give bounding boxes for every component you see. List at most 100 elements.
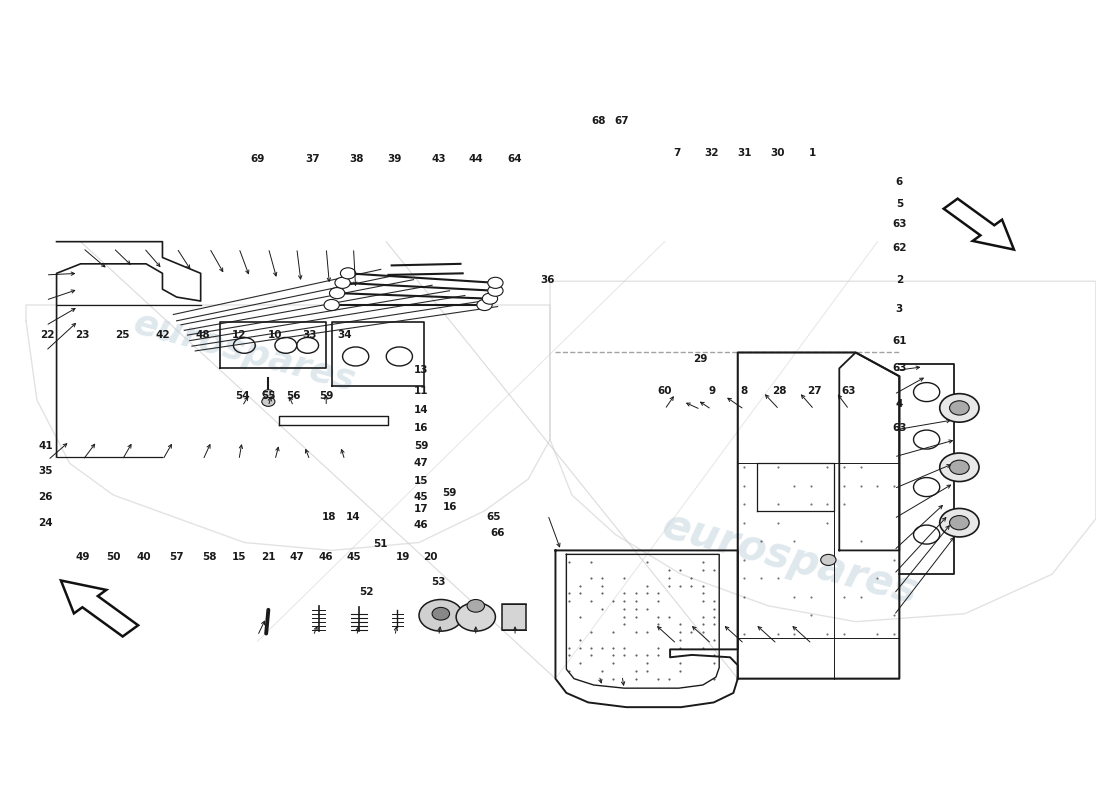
Text: 16: 16 xyxy=(414,422,428,433)
Circle shape xyxy=(263,390,274,398)
Circle shape xyxy=(340,268,355,279)
Text: 50: 50 xyxy=(106,552,121,562)
Circle shape xyxy=(419,599,463,631)
Text: 5: 5 xyxy=(895,198,903,209)
Text: 17: 17 xyxy=(414,504,429,514)
Text: 26: 26 xyxy=(39,491,53,502)
Text: 63: 63 xyxy=(842,386,857,395)
Text: 24: 24 xyxy=(39,518,53,528)
Circle shape xyxy=(330,287,344,298)
Text: 37: 37 xyxy=(306,154,320,163)
Text: 60: 60 xyxy=(658,386,672,395)
Circle shape xyxy=(432,607,450,620)
Text: 59: 59 xyxy=(414,441,428,451)
Text: eurospares: eurospares xyxy=(130,306,360,398)
Text: 18: 18 xyxy=(322,512,337,522)
Circle shape xyxy=(939,394,979,422)
Text: 64: 64 xyxy=(508,154,522,163)
Text: 39: 39 xyxy=(388,154,403,163)
Text: 46: 46 xyxy=(414,520,429,530)
Text: 40: 40 xyxy=(136,552,151,562)
Text: 13: 13 xyxy=(414,365,428,375)
Text: 31: 31 xyxy=(737,148,751,158)
Text: 23: 23 xyxy=(76,330,90,340)
Text: 11: 11 xyxy=(414,386,428,395)
Text: 21: 21 xyxy=(261,552,276,562)
Circle shape xyxy=(487,286,503,296)
Text: 32: 32 xyxy=(704,148,718,158)
Circle shape xyxy=(482,293,497,304)
Text: 25: 25 xyxy=(114,330,130,340)
Text: 54: 54 xyxy=(234,391,250,401)
Text: 42: 42 xyxy=(155,330,169,340)
Text: 8: 8 xyxy=(740,386,748,395)
Text: 22: 22 xyxy=(41,330,55,340)
Text: 47: 47 xyxy=(414,458,429,468)
Text: 33: 33 xyxy=(302,330,317,340)
Text: 29: 29 xyxy=(693,354,707,364)
Text: 3: 3 xyxy=(895,304,903,314)
Text: 62: 62 xyxy=(892,243,906,253)
Text: 9: 9 xyxy=(708,386,715,395)
Text: 2: 2 xyxy=(895,274,903,285)
Text: 12: 12 xyxy=(232,330,246,340)
Text: 4: 4 xyxy=(895,399,903,409)
Text: 65: 65 xyxy=(486,512,500,522)
Text: 28: 28 xyxy=(772,386,786,395)
Polygon shape xyxy=(60,581,139,637)
Text: 49: 49 xyxy=(76,552,90,562)
Text: 15: 15 xyxy=(414,476,428,486)
Text: 19: 19 xyxy=(395,552,410,562)
Text: 56: 56 xyxy=(286,391,300,401)
Polygon shape xyxy=(944,198,1014,250)
Circle shape xyxy=(821,554,836,566)
Text: 59: 59 xyxy=(319,391,333,401)
Text: 52: 52 xyxy=(360,586,374,597)
Text: 20: 20 xyxy=(422,552,437,562)
Circle shape xyxy=(456,602,495,631)
Text: 63: 63 xyxy=(892,219,906,230)
Text: 14: 14 xyxy=(346,512,361,522)
Text: 69: 69 xyxy=(250,154,265,163)
Bar xyxy=(502,604,526,630)
Text: 57: 57 xyxy=(169,552,184,562)
Text: 14: 14 xyxy=(414,405,429,414)
Text: 30: 30 xyxy=(770,148,784,158)
Text: 38: 38 xyxy=(350,154,364,163)
Text: 61: 61 xyxy=(892,336,906,346)
Circle shape xyxy=(487,278,503,288)
Text: 35: 35 xyxy=(39,466,53,476)
Text: 1: 1 xyxy=(808,148,815,158)
Circle shape xyxy=(949,515,969,530)
Text: 7: 7 xyxy=(673,148,680,158)
Text: 67: 67 xyxy=(615,116,629,126)
Text: 58: 58 xyxy=(202,552,217,562)
Circle shape xyxy=(468,599,484,612)
Circle shape xyxy=(262,397,275,406)
Text: 45: 45 xyxy=(346,552,361,562)
Text: 41: 41 xyxy=(39,441,53,451)
Text: 63: 63 xyxy=(892,363,906,374)
Circle shape xyxy=(939,453,979,482)
Text: 34: 34 xyxy=(338,330,352,340)
Text: 55: 55 xyxy=(261,391,276,401)
Text: 44: 44 xyxy=(469,154,483,163)
Text: 10: 10 xyxy=(267,330,282,340)
Circle shape xyxy=(334,278,350,288)
Text: 15: 15 xyxy=(232,552,246,562)
Text: 6: 6 xyxy=(895,178,903,187)
Circle shape xyxy=(324,299,339,310)
Text: eurospares: eurospares xyxy=(658,504,923,613)
Text: 53: 53 xyxy=(431,577,446,587)
Text: 43: 43 xyxy=(431,154,446,163)
Circle shape xyxy=(949,460,969,474)
Text: 46: 46 xyxy=(319,552,333,562)
Text: 48: 48 xyxy=(196,330,210,340)
Text: 51: 51 xyxy=(374,539,388,549)
Text: 45: 45 xyxy=(414,491,429,502)
Circle shape xyxy=(949,401,969,415)
Text: 47: 47 xyxy=(289,552,304,562)
Text: 66: 66 xyxy=(491,528,505,538)
Circle shape xyxy=(477,299,492,310)
Text: 68: 68 xyxy=(592,116,606,126)
